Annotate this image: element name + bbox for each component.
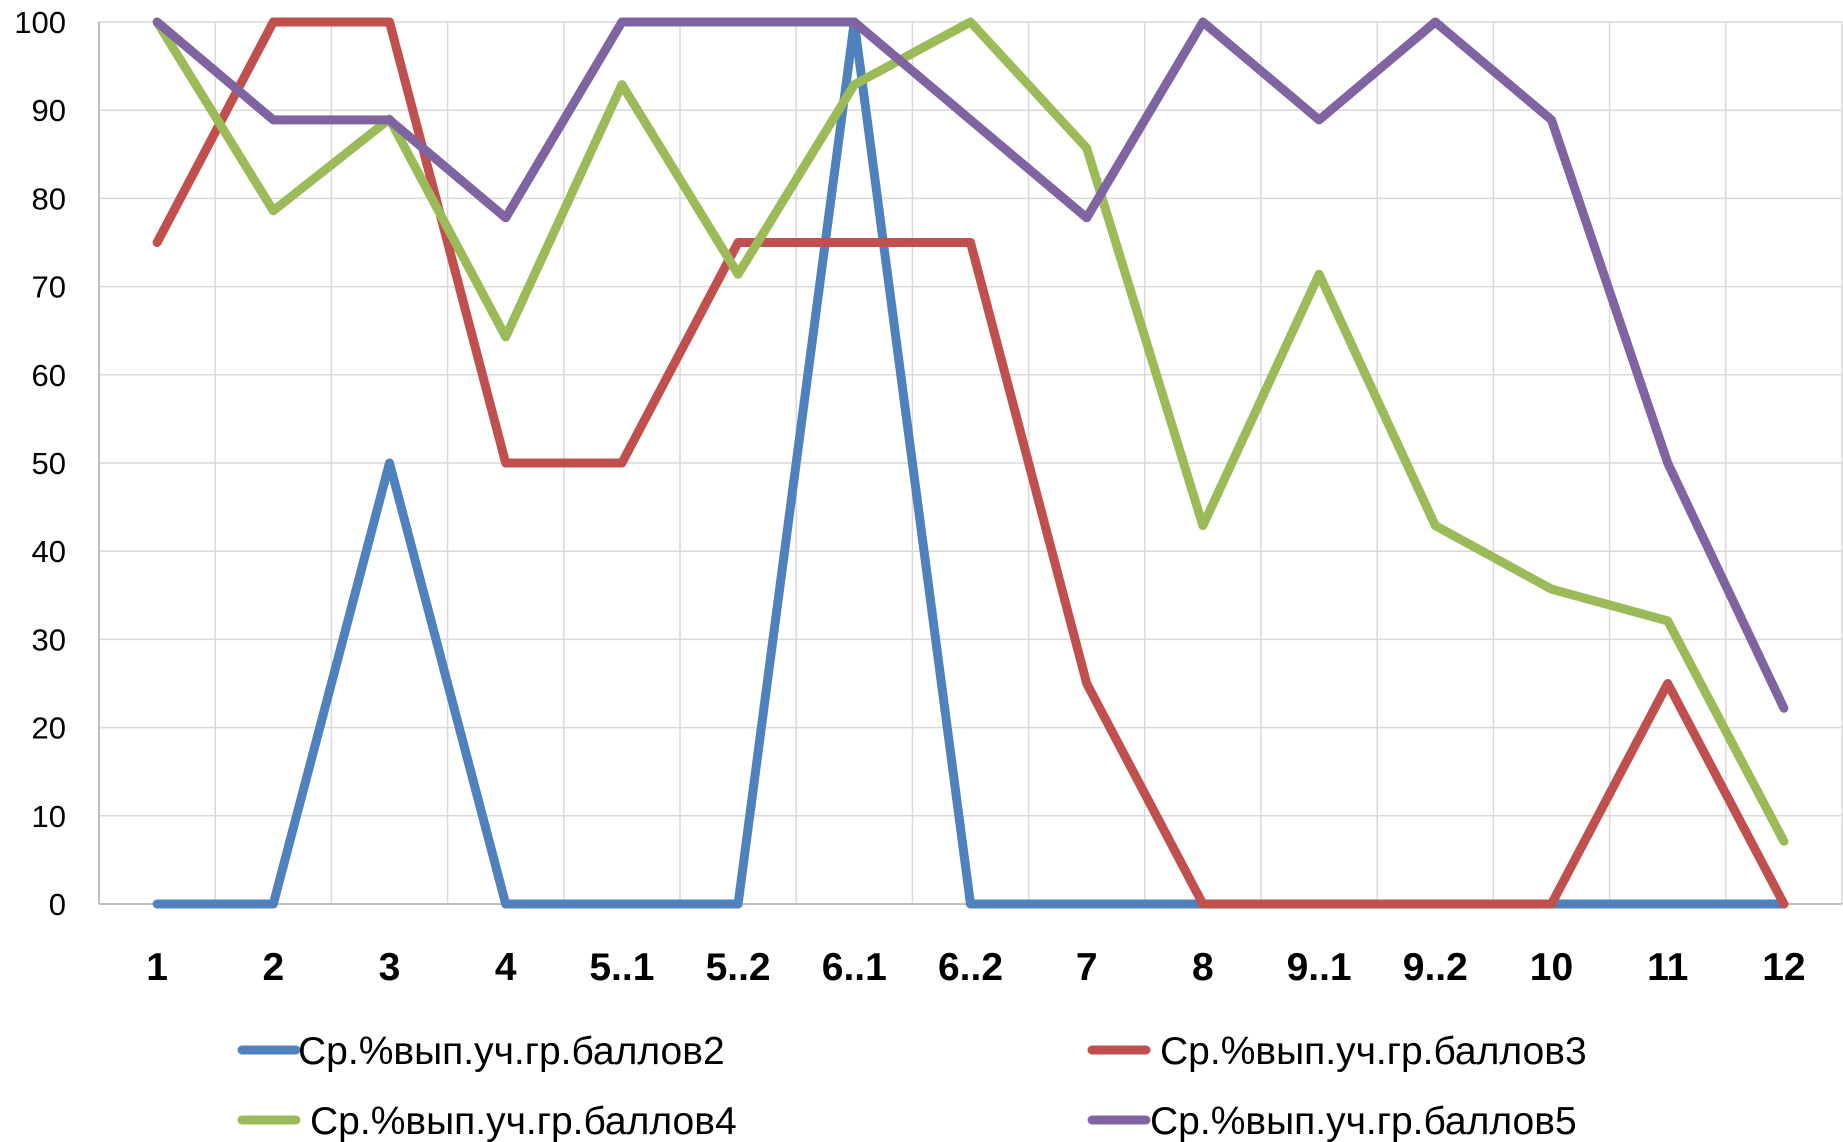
y-tick-label: 40 (32, 534, 66, 569)
x-tick-label: 12 (1762, 946, 1805, 989)
y-tick-label: 0 (49, 887, 66, 922)
gridlines (99, 21, 1843, 905)
series-line-4 (152, 17, 1789, 713)
x-tick-label: 9..2 (1403, 946, 1468, 989)
x-tick-label: 8 (1192, 946, 1214, 989)
x-tick-label: 7 (1076, 946, 1098, 989)
y-tick-label: 60 (32, 358, 66, 393)
x-tick-label: 3 (379, 946, 401, 989)
x-tick-label: 2 (262, 946, 284, 989)
y-tick-label: 70 (32, 270, 66, 305)
y-tick-label: 10 (32, 799, 66, 834)
legend-label: Ср.%вып.уч.гр.баллов4 (310, 1100, 737, 1142)
x-tick-label: 6..2 (938, 946, 1003, 989)
x-tick-label: 5..2 (706, 946, 771, 989)
series-line-3 (152, 17, 1789, 846)
x-tick-label: 9..1 (1287, 946, 1352, 989)
x-tick-label: 10 (1530, 946, 1573, 989)
legend-label: Ср.%вып.уч.гр.баллов2 (298, 1030, 725, 1073)
x-tick-label: 4 (495, 946, 517, 989)
y-tick-label: 90 (32, 93, 66, 128)
legend-entry-2: Ср.%вып.уч.гр.баллов3 (1087, 1030, 1587, 1073)
x-tick-label: 11 (1647, 946, 1688, 989)
x-tick-label: 1 (146, 946, 168, 989)
y-tick-label: 20 (32, 711, 66, 746)
legend-entry-3: Ср.%вып.уч.гр.баллов4 (237, 1100, 737, 1142)
y-tick-label: 100 (14, 5, 66, 40)
series-line-2 (152, 17, 1789, 909)
legend-label: Ср.%вып.уч.гр.баллов5 (1150, 1100, 1577, 1142)
legend-entry-1: Ср.%вып.уч.гр.баллов2 (237, 1030, 725, 1073)
series-lines (152, 17, 1789, 909)
legend: Ср.%вып.уч.гр.баллов2 Ср.%вып.уч.гр.балло… (237, 1030, 1587, 1142)
x-axis-tick-labels: 1 2 3 4 5..1 5..2 6..1 6..2 7 8 9..1 9..2 10 11 12 (146, 946, 1805, 989)
x-tick-label: 5..1 (589, 946, 654, 989)
y-tick-label: 50 (32, 446, 66, 481)
legend-entry-4: Ср.%вып.уч.гр.баллов5 (1087, 1100, 1577, 1142)
y-tick-label: 30 (32, 622, 66, 657)
x-tick-label: 6..1 (822, 946, 887, 989)
y-tick-label: 80 (32, 181, 66, 216)
y-axis-tick-labels: 0 10 20 30 40 50 60 70 80 90 100 (14, 5, 66, 922)
legend-label: Ср.%вып.уч.гр.баллов3 (1160, 1030, 1587, 1073)
